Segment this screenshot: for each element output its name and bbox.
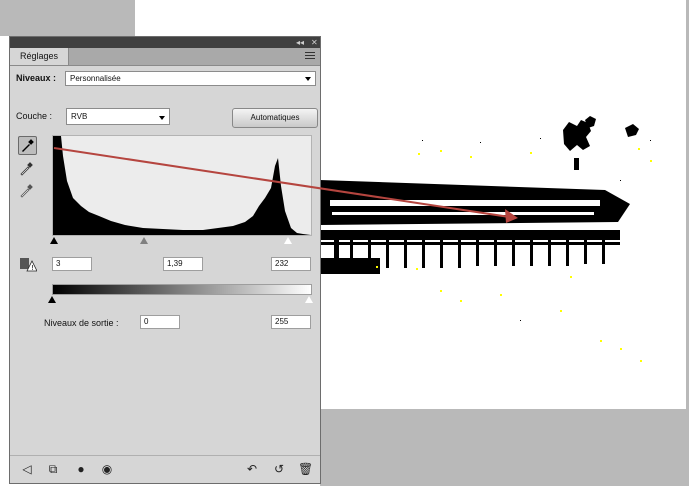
- workspace-background: [0, 0, 135, 36]
- workspace-background: [686, 0, 689, 486]
- input-white-field[interactable]: 232: [271, 257, 311, 271]
- svg-text:!: !: [31, 264, 34, 272]
- adjustments-panel: ◂◂ ✕ Réglages Niveaux : Personnalisée Co…: [9, 36, 321, 484]
- panel-menu-icon[interactable]: [305, 52, 315, 61]
- preset-value: Personnalisée: [70, 74, 121, 83]
- back-icon[interactable]: ◁: [22, 462, 32, 476]
- eyedropper-white-icon[interactable]: [18, 182, 37, 201]
- gamma-input-slider[interactable]: [140, 237, 148, 244]
- eyedropper-black-icon[interactable]: [18, 136, 37, 155]
- output-white-field[interactable]: 255: [271, 315, 311, 329]
- channel-select[interactable]: RVB: [66, 108, 170, 125]
- tab-reglages[interactable]: Réglages: [10, 48, 70, 65]
- output-black-field[interactable]: 0: [140, 315, 180, 329]
- panel-bottom-toolbar: ◁ ⧉ ● ◉ ↶ ↺ 🗑: [10, 455, 320, 484]
- input-black-field[interactable]: 3: [52, 257, 92, 271]
- chevron-down-icon: [305, 77, 311, 81]
- document-image: [320, 116, 652, 362]
- workspace-background: [320, 409, 689, 486]
- channel-label: Couche :: [16, 111, 53, 121]
- auto-button[interactable]: Automatiques: [232, 108, 318, 128]
- black-output-slider[interactable]: [48, 296, 56, 303]
- clipping-warning-icon[interactable]: !: [18, 255, 38, 274]
- white-output-slider[interactable]: [305, 296, 313, 303]
- reset-icon[interactable]: ↺: [273, 462, 285, 476]
- histogram: [52, 135, 312, 236]
- visibility-icon[interactable]: ●: [77, 462, 85, 476]
- eyedropper-gray-icon[interactable]: [18, 160, 37, 179]
- output-gradient: [52, 284, 312, 295]
- clip-layer-icon[interactable]: ⧉: [48, 462, 58, 476]
- preset-select[interactable]: Personnalisée: [65, 71, 316, 86]
- panel-tabbar: Réglages: [10, 48, 320, 66]
- previous-state-icon[interactable]: ↶: [246, 462, 258, 476]
- chevron-down-icon: [159, 116, 165, 120]
- black-input-slider[interactable]: [50, 237, 58, 244]
- close-icon[interactable]: ✕: [311, 38, 318, 47]
- view-previous-icon[interactable]: ◉: [101, 462, 113, 476]
- panel-titlebar: ◂◂ ✕: [10, 37, 320, 48]
- channel-value: RVB: [71, 112, 88, 121]
- white-input-slider[interactable]: [284, 237, 292, 244]
- input-gamma-field[interactable]: 1,39: [163, 257, 203, 271]
- delete-icon[interactable]: 🗑: [298, 462, 314, 476]
- output-levels-label: Niveaux de sortie :: [44, 318, 119, 328]
- collapse-icon[interactable]: ◂◂: [296, 38, 305, 47]
- preset-label: Niveaux :: [16, 73, 57, 83]
